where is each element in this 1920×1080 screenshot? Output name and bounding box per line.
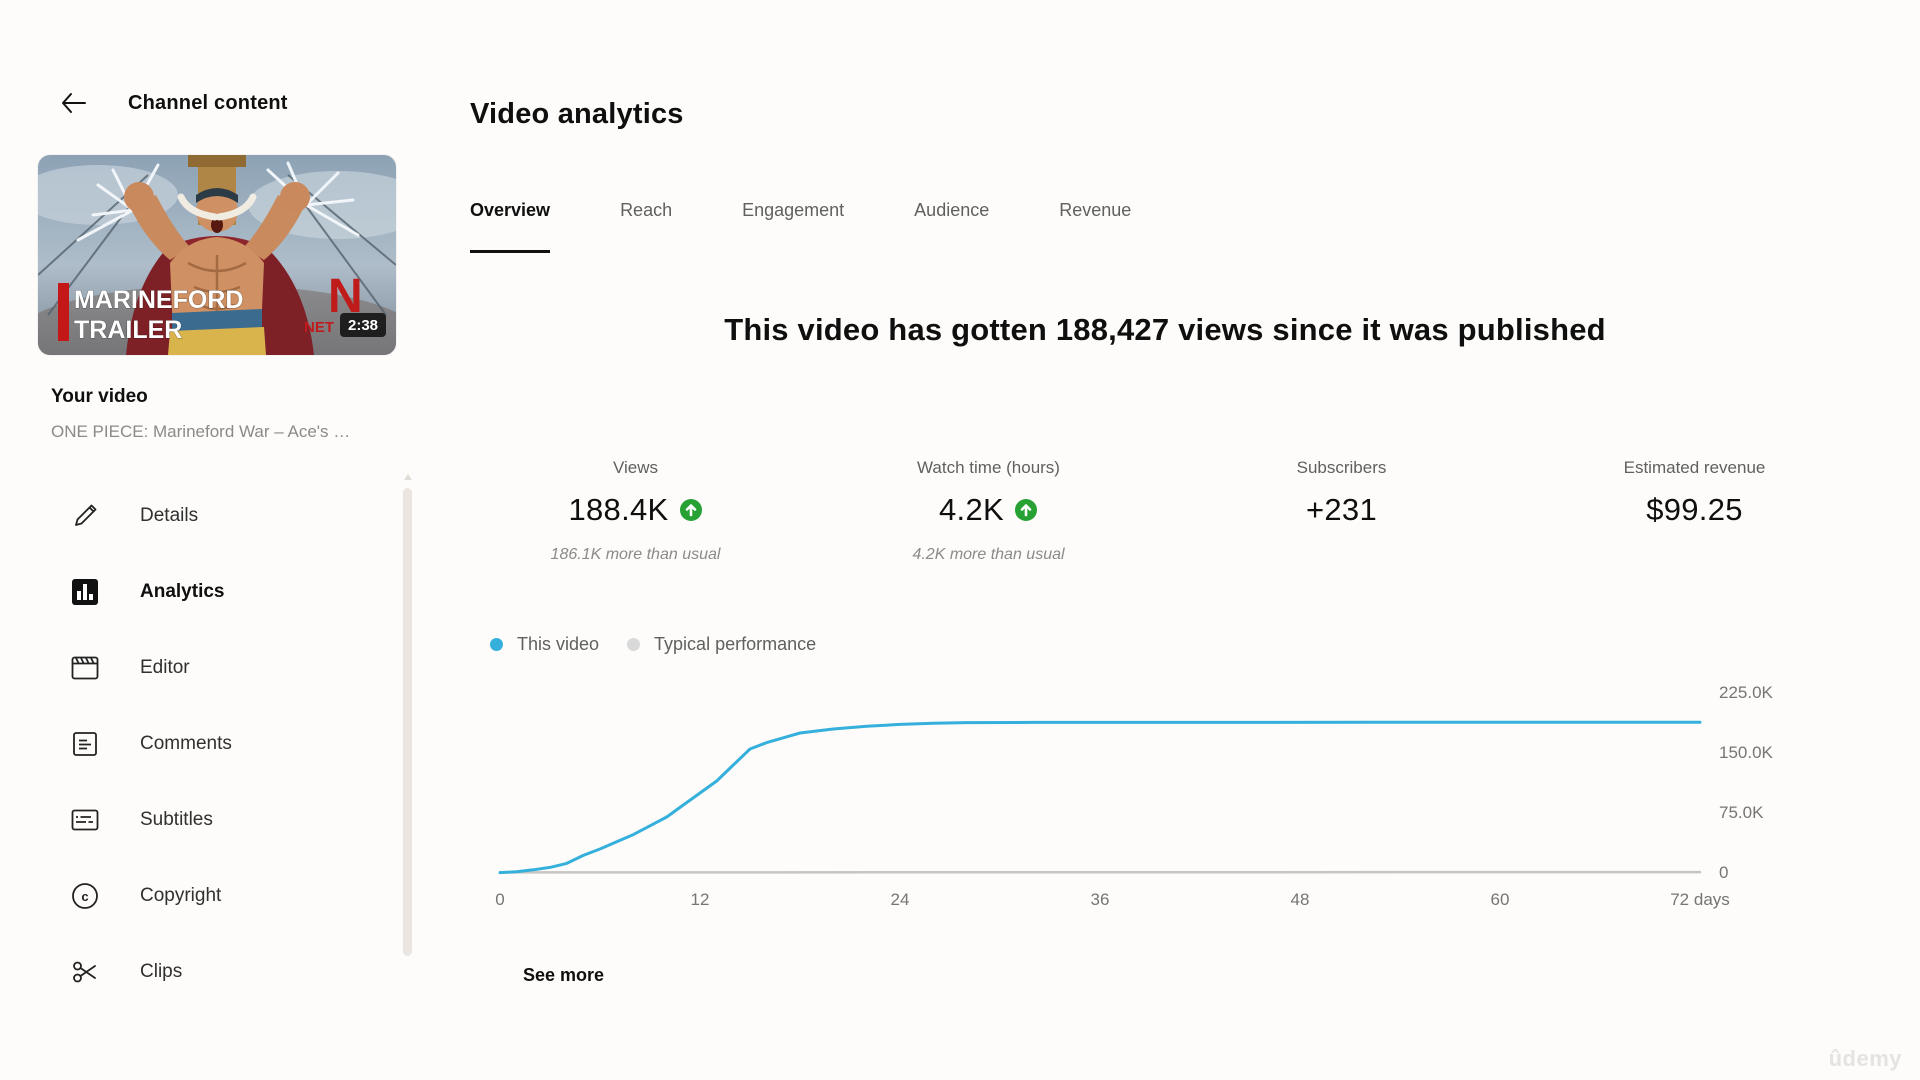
stat-value: 4.2K [939,492,1004,527]
see-more-link[interactable]: See more [523,965,605,985]
stat-note: 4.2K more than usual [912,546,1065,563]
chart-x-axis: 0 12 24 36 48 60 72 days [0,890,1920,914]
up-arrow-icon [1014,499,1037,521]
stat-subscribers: Subscribers +231 [1165,458,1518,564]
sidebar-item-label: Comments [140,733,232,754]
x-tick-label: 0 [495,890,505,909]
chart-legend: This video Typical performance [490,634,816,655]
sidebar-item-details[interactable]: Details [0,478,400,554]
stat-note [1518,546,1871,564]
series-this-video [498,720,1702,875]
tab-overview[interactable]: Overview [470,200,551,253]
sidebar-item-subtitles[interactable]: Subtitles [0,782,400,858]
stat-value: 188.4K [568,492,669,527]
netflix-small-text: NET [304,319,334,336]
tab-engagement[interactable]: Engagement [742,200,845,220]
sidebar-item-clips[interactable]: Clips [0,934,400,1010]
sidebar-item-label: Clips [140,961,183,982]
copyright-icon: c [70,881,100,911]
tab-revenue[interactable]: Revenue [1059,200,1132,220]
stat-views: Views 188.4K 186.1K more than usual [459,458,812,564]
stat-label: Subscribers [1296,458,1387,477]
sidebar-scrollbar[interactable] [403,488,412,956]
thumbnail-title-line2: TRAILER [74,316,182,344]
stats-row: Views 188.4K 186.1K more than usual Watc… [459,458,1871,564]
legend-label: Typical performance [654,634,817,654]
legend-typical-performance[interactable]: Typical performance [627,634,816,655]
up-arrow-icon [679,499,702,521]
back-header: Channel content [58,88,288,118]
back-arrow-icon[interactable] [58,88,88,118]
bar-chart-icon [70,577,100,607]
stat-label: Views [612,458,659,477]
sidebar-item-label: Details [140,505,199,526]
tab-audience[interactable]: Audience [914,200,990,220]
stat-watch-time: Watch time (hours) 4.2K 4.2K more than u… [812,458,1165,564]
legend-this-video[interactable]: This video [490,634,599,655]
sidebar-item-label: Copyright [140,885,222,906]
legend-dot-gray [627,638,641,651]
x-tick-label: 24 [890,890,910,909]
svg-text:c: c [81,889,88,904]
headline: This video has gotten 188,427 views sinc… [724,312,1606,347]
sidebar-item-label: Editor [140,657,190,678]
x-tick-label: 12 [690,890,710,909]
editor-icon [70,653,100,683]
x-tick-label: 48 [1290,890,1310,909]
sidebar-item-label: Subtitles [140,809,213,830]
views-trend-chart[interactable] [480,672,1780,917]
udemy-watermark: ûdemy [1828,1046,1902,1071]
stat-note [1165,546,1518,564]
video-thumbnail[interactable]: N NET MARINEFORD TRAILER 2:38 [38,155,396,355]
duration-badge: 2:38 [348,317,378,334]
scissors-icon [70,957,100,987]
x-tick-label: 72 days [1670,890,1730,909]
back-title: Channel content [128,91,288,114]
legend-label: This video [517,634,600,654]
legend-dot-blue [490,638,503,651]
stat-label: Estimated revenue [1623,458,1766,477]
stat-value: $99.25 [1646,492,1743,527]
scrollbar-up-arrow[interactable] [404,474,412,480]
your-video-label: Your video [51,386,148,407]
x-tick-label: 36 [1090,890,1110,909]
tab-reach[interactable]: Reach [620,200,673,220]
analytics-tabs: Overview Reach Engagement Audience Reven… [470,200,1131,253]
sidebar-item-editor[interactable]: Editor [0,630,400,706]
stat-value: +231 [1305,492,1378,527]
pencil-icon [70,501,100,531]
sidebar-item-comments[interactable]: Comments [0,706,400,782]
stat-label: Watch time (hours) [917,458,1060,477]
stat-note: 186.1K more than usual [550,546,721,563]
stat-revenue: Estimated revenue $99.25 [1518,458,1871,564]
subtitles-icon [70,805,100,835]
comments-icon [70,729,100,759]
sidebar-item-copyright[interactable]: c Copyright [0,858,400,934]
page-title: Video analytics [470,98,684,130]
thumbnail-title-line1: MARINEFORD [74,286,243,314]
sidebar-item-label: Analytics [140,581,225,602]
line-chart-svg [498,720,1702,875]
sidebar-nav: Details Analytics Editor Comments Subtit… [0,478,400,1010]
x-tick-label: 60 [1490,890,1510,909]
thumbnail-art: N NET MARINEFORD TRAILER 2:38 [38,155,396,355]
video-title: ONE PIECE: Marineford War – Ace's … [51,422,351,441]
sidebar-item-analytics[interactable]: Analytics [0,554,400,630]
